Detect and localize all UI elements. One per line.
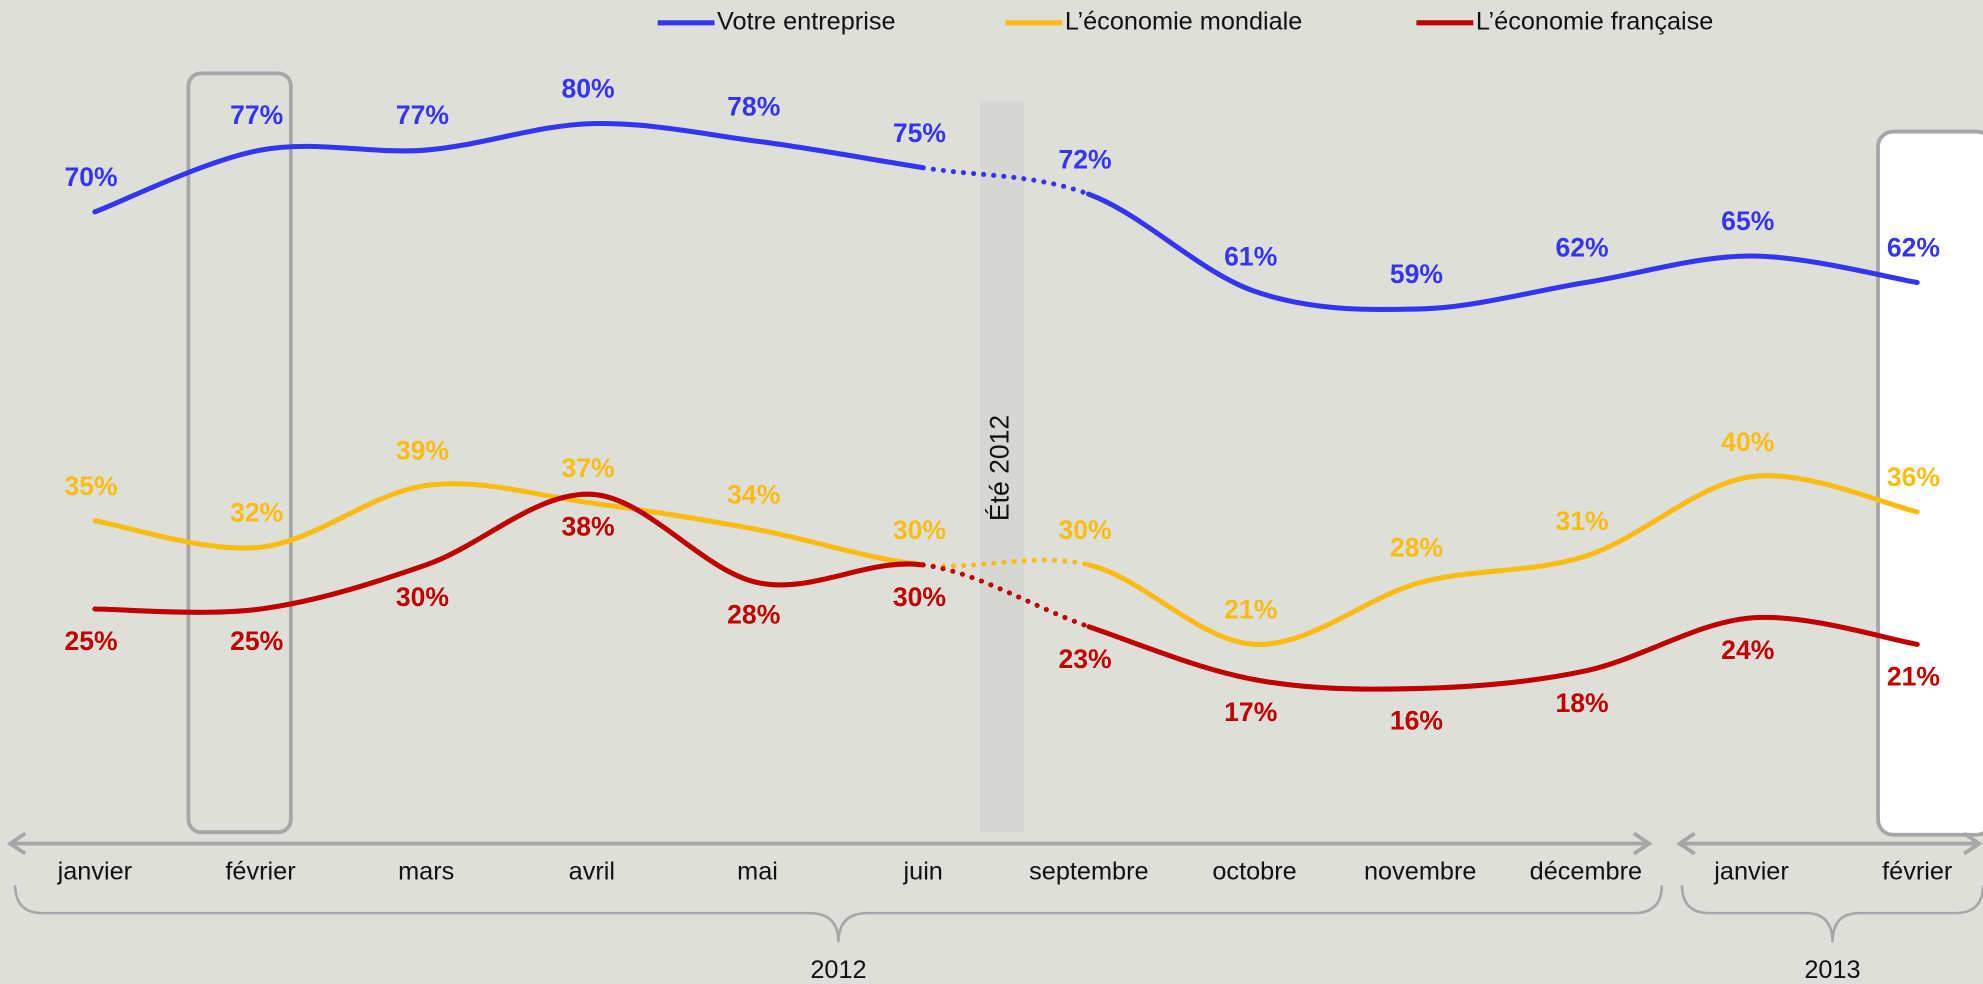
- summer-band: [980, 101, 1025, 833]
- data-label: 70%: [64, 162, 117, 192]
- data-label: 36%: [1887, 462, 1940, 492]
- x-tick-label: septembre: [1029, 857, 1148, 885]
- x-tick-label: mars: [398, 857, 454, 885]
- data-label: 62%: [1556, 233, 1609, 263]
- series-line: [92, 473, 1920, 647]
- data-label: 65%: [1721, 206, 1774, 236]
- data-label: 23%: [1059, 644, 1112, 674]
- data-label: 21%: [1224, 594, 1277, 624]
- data-label: 34%: [727, 480, 780, 510]
- data-label: 30%: [893, 515, 946, 545]
- data-label: 59%: [1390, 259, 1443, 289]
- data-label: 80%: [562, 74, 615, 104]
- x-tick-label: octobre: [1212, 857, 1296, 885]
- data-label: 18%: [1556, 688, 1609, 718]
- data-label: 78%: [727, 91, 780, 121]
- year-label: 2013: [1804, 956, 1860, 984]
- legend-label: L’économie mondiale: [1065, 7, 1303, 35]
- data-label: 40%: [1721, 427, 1774, 457]
- x-tick-label: décembre: [1530, 857, 1642, 885]
- data-label: 25%: [230, 626, 283, 656]
- year-brace: [13, 885, 1983, 943]
- series-line: [92, 120, 1920, 313]
- x-tick-label: novembre: [1364, 857, 1476, 885]
- data-label: 75%: [893, 118, 946, 148]
- data-label: 61%: [1224, 241, 1277, 271]
- data-label: 39%: [396, 436, 449, 466]
- data-label: 30%: [396, 582, 449, 612]
- axis-arrow: [6, 831, 1983, 856]
- data-label: 35%: [64, 471, 117, 501]
- data-label: 28%: [1390, 533, 1443, 563]
- data-label: 32%: [230, 497, 283, 527]
- x-tick-label: janvier: [1713, 857, 1788, 885]
- data-label: 72%: [1059, 144, 1112, 174]
- data-label: 21%: [1887, 661, 1940, 691]
- data-label: 30%: [893, 582, 946, 612]
- legend-label: Votre entreprise: [717, 7, 895, 35]
- data-label: 28%: [727, 600, 780, 630]
- data-label: 30%: [1059, 515, 1112, 545]
- x-tick-label: février: [225, 857, 295, 885]
- data-label: 24%: [1721, 635, 1774, 665]
- highlight-box: [186, 71, 293, 835]
- x-tick-label: juin: [903, 857, 943, 885]
- data-label: 31%: [1556, 506, 1609, 536]
- data-label: 37%: [562, 453, 615, 483]
- data-label: 77%: [396, 100, 449, 130]
- x-tick-label: mai: [737, 857, 778, 885]
- data-label: 16%: [1390, 706, 1443, 736]
- highlight-box: [1876, 129, 1983, 837]
- summer-label: Été 2012: [985, 415, 1015, 521]
- x-tick-label: février: [1882, 857, 1952, 885]
- data-label: 17%: [1224, 697, 1277, 727]
- data-label: 62%: [1887, 233, 1940, 263]
- legend-label: L’économie française: [1476, 7, 1714, 35]
- data-label: 38%: [562, 511, 615, 541]
- year-label: 2012: [810, 956, 866, 984]
- x-tick-label: janvier: [57, 857, 132, 885]
- x-tick-label: avril: [569, 857, 615, 885]
- data-label: 25%: [64, 626, 117, 656]
- data-label: 77%: [230, 100, 283, 130]
- series-line: [92, 491, 1920, 692]
